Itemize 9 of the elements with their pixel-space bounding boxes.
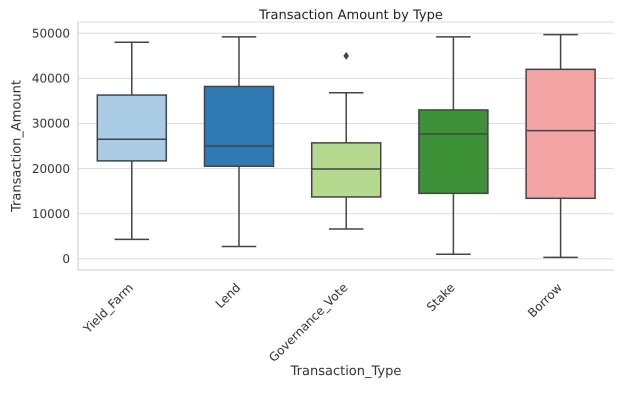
y-tick-label: 40000 [32, 72, 70, 86]
y-tick-label: 30000 [32, 116, 70, 131]
y-axis-title: Transaction_Amount [10, 80, 25, 213]
y-tick-label: 10000 [32, 206, 70, 221]
chart-title: Transaction Amount by Type [258, 8, 444, 23]
x-axis-title: Transaction_Type [290, 364, 402, 379]
y-tick-label: 0 [62, 252, 70, 266]
y-tick-label: 50000 [32, 26, 70, 41]
y-tick-label: 20000 [32, 162, 70, 176]
